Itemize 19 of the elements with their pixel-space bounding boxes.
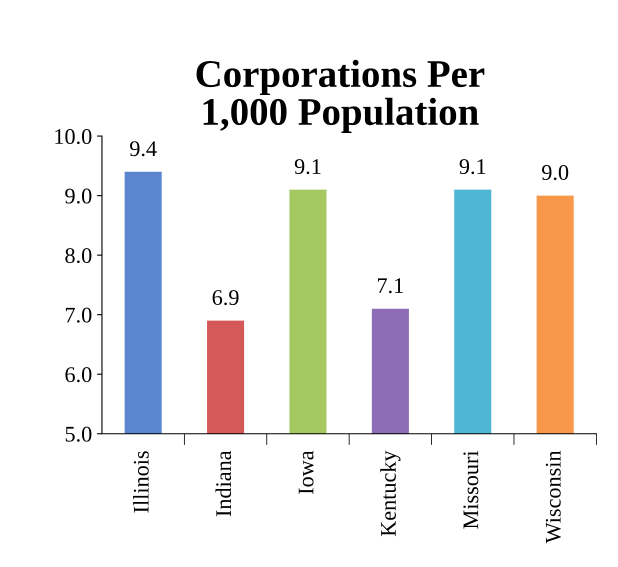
y-tick-label: 7.0	[66, 308, 92, 323]
x-tick-label: Illinois	[133, 451, 149, 513]
data-label: 9.1	[460, 159, 486, 174]
y-tick-label: 8.0	[65, 248, 92, 264]
x-tick-label: Indiana	[215, 450, 232, 516]
y-tick-label: 9.0	[65, 188, 92, 204]
x-tick-label: Missouri	[463, 450, 478, 529]
x-tick-label: Kentucky	[380, 450, 400, 536]
x-tick-label: Wisconsin	[546, 450, 561, 544]
data-label: 6.9	[212, 290, 239, 306]
chart-title: Corporations Per 1,000 Population	[196, 60, 484, 134]
x-tick-label: Iowa	[298, 450, 314, 494]
y-tick-label: 6.0	[65, 367, 92, 382]
y-tick-label: 10.0	[55, 129, 92, 144]
data-label: 7.1	[378, 278, 403, 294]
data-label: 9.1	[294, 159, 321, 174]
data-label: 9.4	[130, 141, 157, 156]
y-tick-label: 5.0	[66, 426, 92, 442]
data-label: 9.0	[542, 164, 568, 180]
